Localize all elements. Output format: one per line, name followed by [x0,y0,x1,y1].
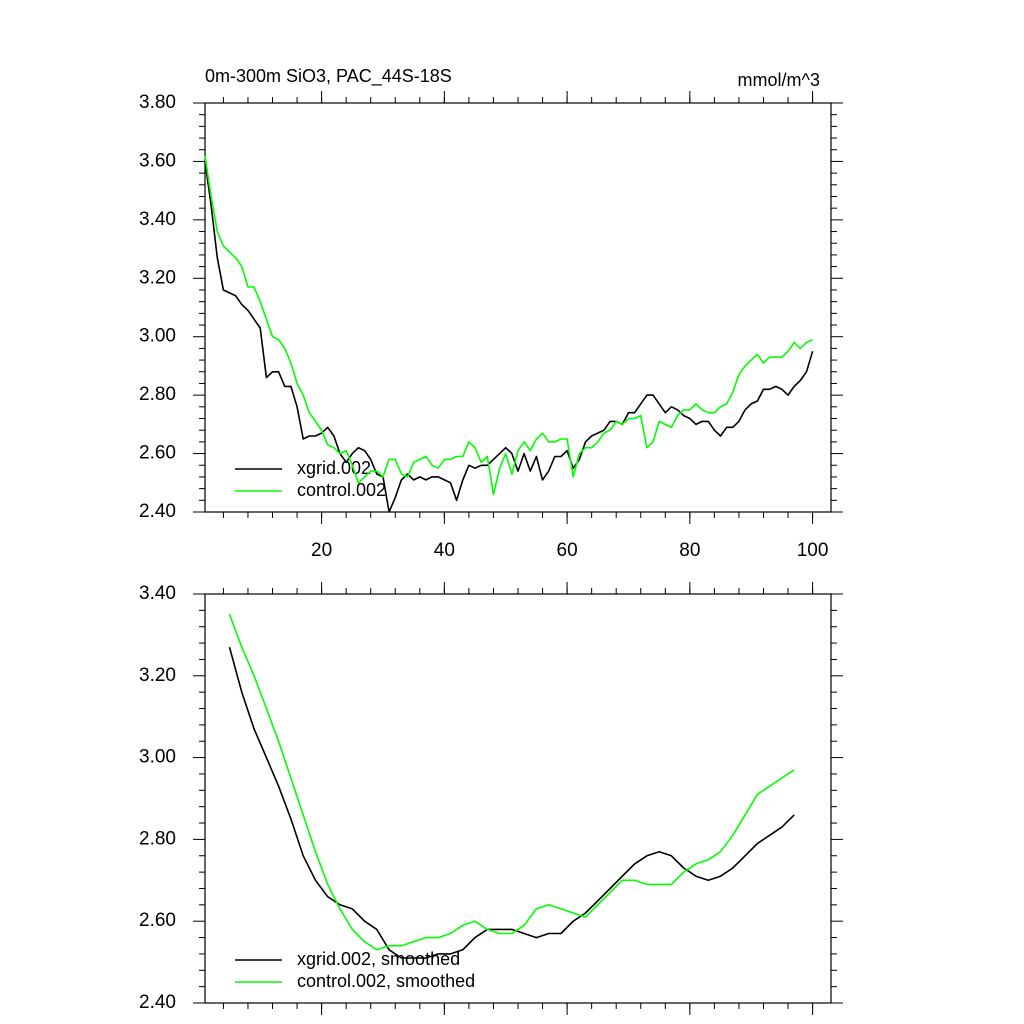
series-line [204,155,813,496]
x-tick-label: 60 [557,540,578,561]
y-tick-label: 2.60 [139,910,176,931]
legend-label: control.002, smoothed [297,971,475,991]
units-label: mmol/m^3 [738,70,820,90]
y-tick-label: 3.80 [139,92,176,113]
y-tick-label: 3.40 [139,583,176,604]
y-tick-label: 2.40 [139,992,176,1013]
chart-title: 0m-300m SiO3, PAC_44S-18S [205,66,452,87]
y-tick-label: 2.60 [139,443,176,464]
y-tick-label: 2.80 [139,828,176,849]
legend-label: xgrid.002 [297,458,371,478]
y-tick-label: 3.60 [139,150,176,171]
legend-label: control.002 [297,480,386,500]
plot-frame [204,593,832,1004]
y-tick-label: 2.40 [139,501,176,522]
y-tick-label: 2.80 [139,384,176,405]
legend-label: xgrid.002, smoothed [297,949,460,969]
x-tick-label: 40 [434,540,455,561]
y-tick-label: 3.20 [139,267,176,288]
y-tick-label: 3.40 [139,209,176,230]
x-tick-label: 80 [679,540,700,561]
x-tick-label: 20 [311,540,332,561]
y-tick-label: 3.20 [139,665,176,686]
y-tick-label: 3.00 [139,326,176,347]
series-line [204,161,814,513]
series-line [228,614,795,951]
x-tick-label: 100 [797,540,829,561]
y-tick-label: 3.00 [139,747,176,768]
series-line [228,646,795,959]
plot-frame [204,102,832,513]
